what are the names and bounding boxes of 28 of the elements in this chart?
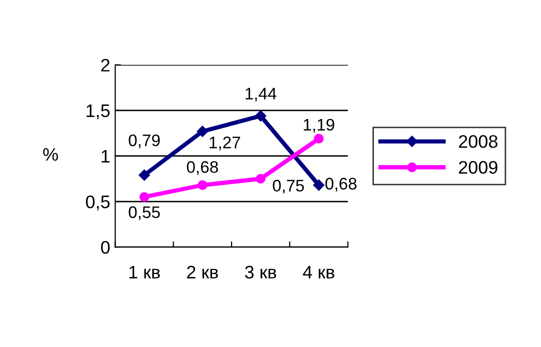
data-label: 0,79 [128,134,160,148]
y-tick-label: 0 [101,241,110,254]
y-tick-label: 1,5 [86,104,110,120]
point [139,192,150,202]
point [255,110,266,122]
data-label: 1,27 [210,136,240,150]
data-label: 1,19 [304,118,334,133]
y-axis-title: % [43,148,58,161]
point [314,134,324,144]
point [198,180,208,190]
y-tick-label: 0,5 [86,195,110,210]
x-tick-label: 4 кв [302,266,334,278]
data-label: 0,75 [272,180,304,194]
x-tick-label: 1 кв [129,266,160,278]
x-tick-label: 2 кв [187,266,218,278]
data-label: 0,68 [186,161,218,175]
y-tick-label: 2 [101,58,110,72]
x-tick-label: 3 кв [245,266,276,279]
point [196,126,208,137]
legend-label: 2009 [458,160,498,174]
y-tick-label: 1 [102,150,110,163]
point [313,180,324,191]
data-label: 0,68 [325,178,356,192]
data-label: 1,44 [246,88,276,102]
point [138,170,150,181]
legend-label: 2008 [458,135,498,148]
data-label: 0,55 [128,206,160,220]
point [256,174,266,184]
